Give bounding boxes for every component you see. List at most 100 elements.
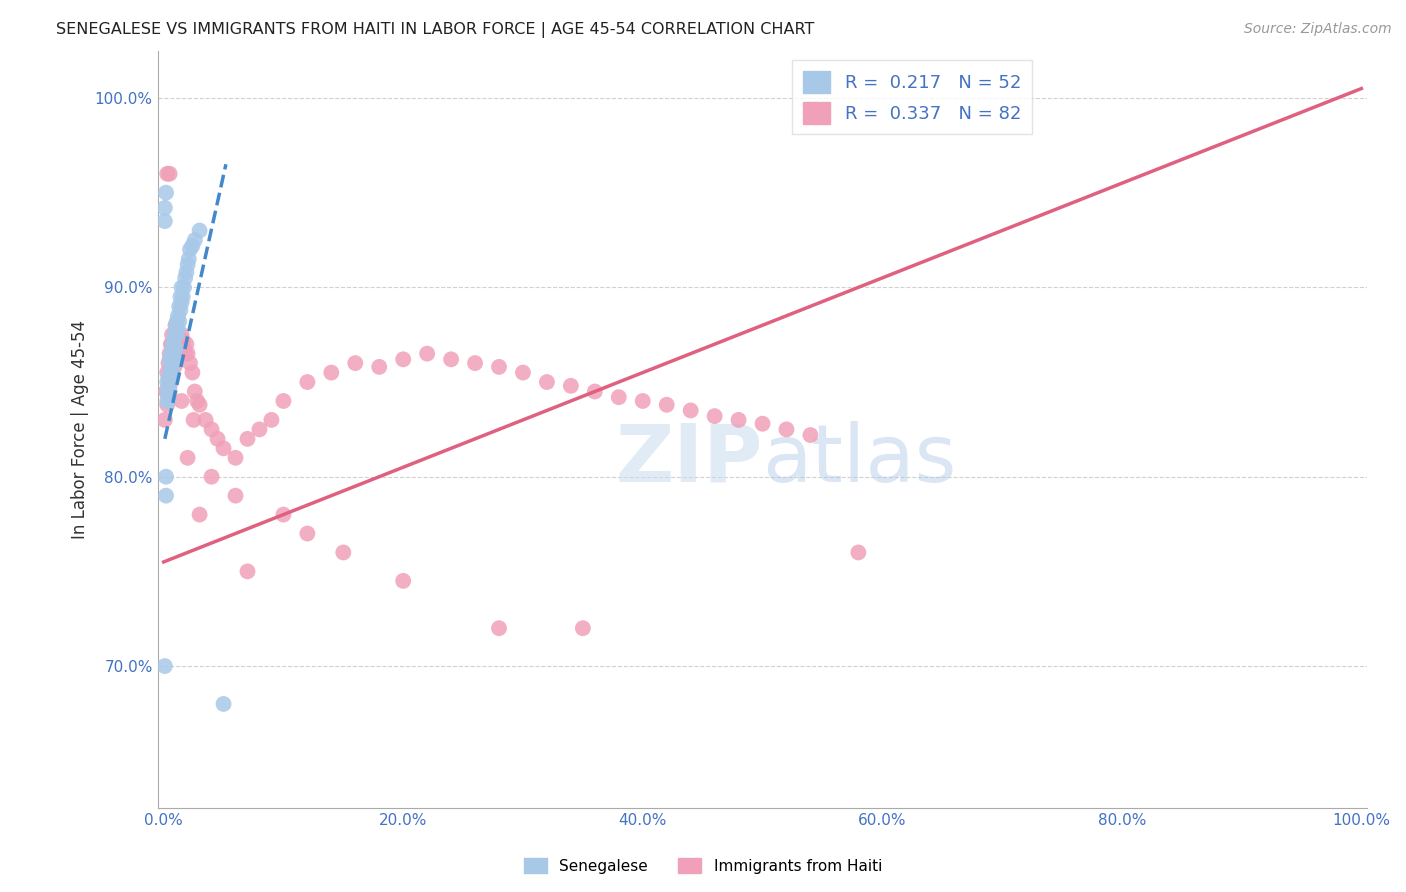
Point (560, 379, 582, 393)
Point (167, 322, 190, 336)
Point (176, 337, 198, 351)
Point (166, 327, 188, 342)
Point (464, 356, 486, 370)
Point (297, 375, 319, 389)
Point (160, 349, 183, 363)
Point (184, 384, 207, 399)
Point (572, 621, 595, 635)
Point (159, 375, 181, 389)
Point (170, 280, 193, 294)
Point (181, 238, 204, 252)
Point (170, 295, 193, 310)
Point (160, 337, 183, 351)
Point (440, 352, 463, 367)
Point (655, 398, 678, 412)
Point (392, 574, 415, 588)
Point (631, 394, 654, 409)
Point (153, 214, 176, 228)
Point (212, 697, 235, 711)
Point (156, 394, 179, 409)
Point (155, 186, 177, 200)
Point (163, 346, 186, 360)
Point (162, 356, 184, 370)
Point (169, 290, 191, 304)
Point (176, 258, 198, 272)
Point (156, 375, 179, 389)
Point (167, 309, 190, 323)
Point (165, 318, 187, 333)
Point (160, 337, 183, 351)
Point (170, 394, 193, 409)
Point (160, 359, 183, 374)
Point (155, 469, 177, 483)
Point (249, 422, 271, 436)
Point (332, 545, 354, 559)
Point (160, 359, 183, 374)
Point (156, 366, 179, 380)
Point (174, 271, 197, 285)
Point (167, 341, 190, 355)
Point (184, 233, 207, 247)
Point (174, 346, 197, 360)
Point (162, 346, 184, 360)
Point (183, 413, 205, 427)
Point (212, 442, 235, 456)
Point (297, 526, 319, 541)
Point (679, 403, 702, 417)
Point (153, 201, 176, 215)
Point (751, 417, 773, 431)
Point (163, 359, 186, 374)
Point (156, 167, 179, 181)
Point (153, 413, 176, 427)
Point (236, 565, 259, 579)
Point (157, 371, 180, 385)
Point (321, 366, 343, 380)
Point (163, 352, 186, 367)
Point (166, 346, 188, 360)
Point (188, 223, 211, 237)
Point (167, 337, 190, 351)
Point (703, 409, 725, 424)
Point (155, 384, 177, 399)
Point (163, 341, 186, 355)
Point (176, 346, 198, 360)
Point (157, 379, 180, 393)
Point (799, 428, 821, 442)
Text: Source: ZipAtlas.com: Source: ZipAtlas.com (1244, 22, 1392, 37)
Point (159, 379, 181, 393)
Point (157, 356, 180, 370)
Text: SENEGALESE VS IMMIGRANTS FROM HAITI IN LABOR FORCE | AGE 45-54 CORRELATION CHART: SENEGALESE VS IMMIGRANTS FROM HAITI IN L… (56, 22, 814, 38)
Point (186, 394, 208, 409)
Point (607, 390, 630, 404)
Point (157, 394, 180, 409)
Point (188, 508, 211, 522)
Point (775, 422, 797, 436)
Point (172, 334, 194, 348)
Point (176, 265, 198, 279)
Point (200, 469, 222, 483)
Point (846, 545, 869, 559)
Point (169, 303, 191, 318)
Point (177, 252, 200, 266)
Point (165, 341, 187, 355)
Point (583, 384, 606, 399)
Point (512, 366, 534, 380)
Point (536, 375, 558, 389)
Point (156, 398, 179, 412)
Point (273, 508, 295, 522)
Point (159, 366, 181, 380)
Point (488, 621, 510, 635)
Point (188, 398, 211, 412)
Point (160, 371, 183, 385)
Point (225, 489, 247, 503)
Point (159, 346, 181, 360)
Legend: R =  0.217   N = 52, R =  0.337   N = 82: R = 0.217 N = 52, R = 0.337 N = 82 (792, 60, 1032, 135)
Point (176, 450, 198, 465)
Point (416, 346, 439, 360)
Point (488, 359, 510, 374)
Text: atlas: atlas (762, 421, 957, 499)
Point (159, 352, 181, 367)
Point (160, 366, 183, 380)
Point (165, 318, 187, 333)
Point (194, 413, 217, 427)
